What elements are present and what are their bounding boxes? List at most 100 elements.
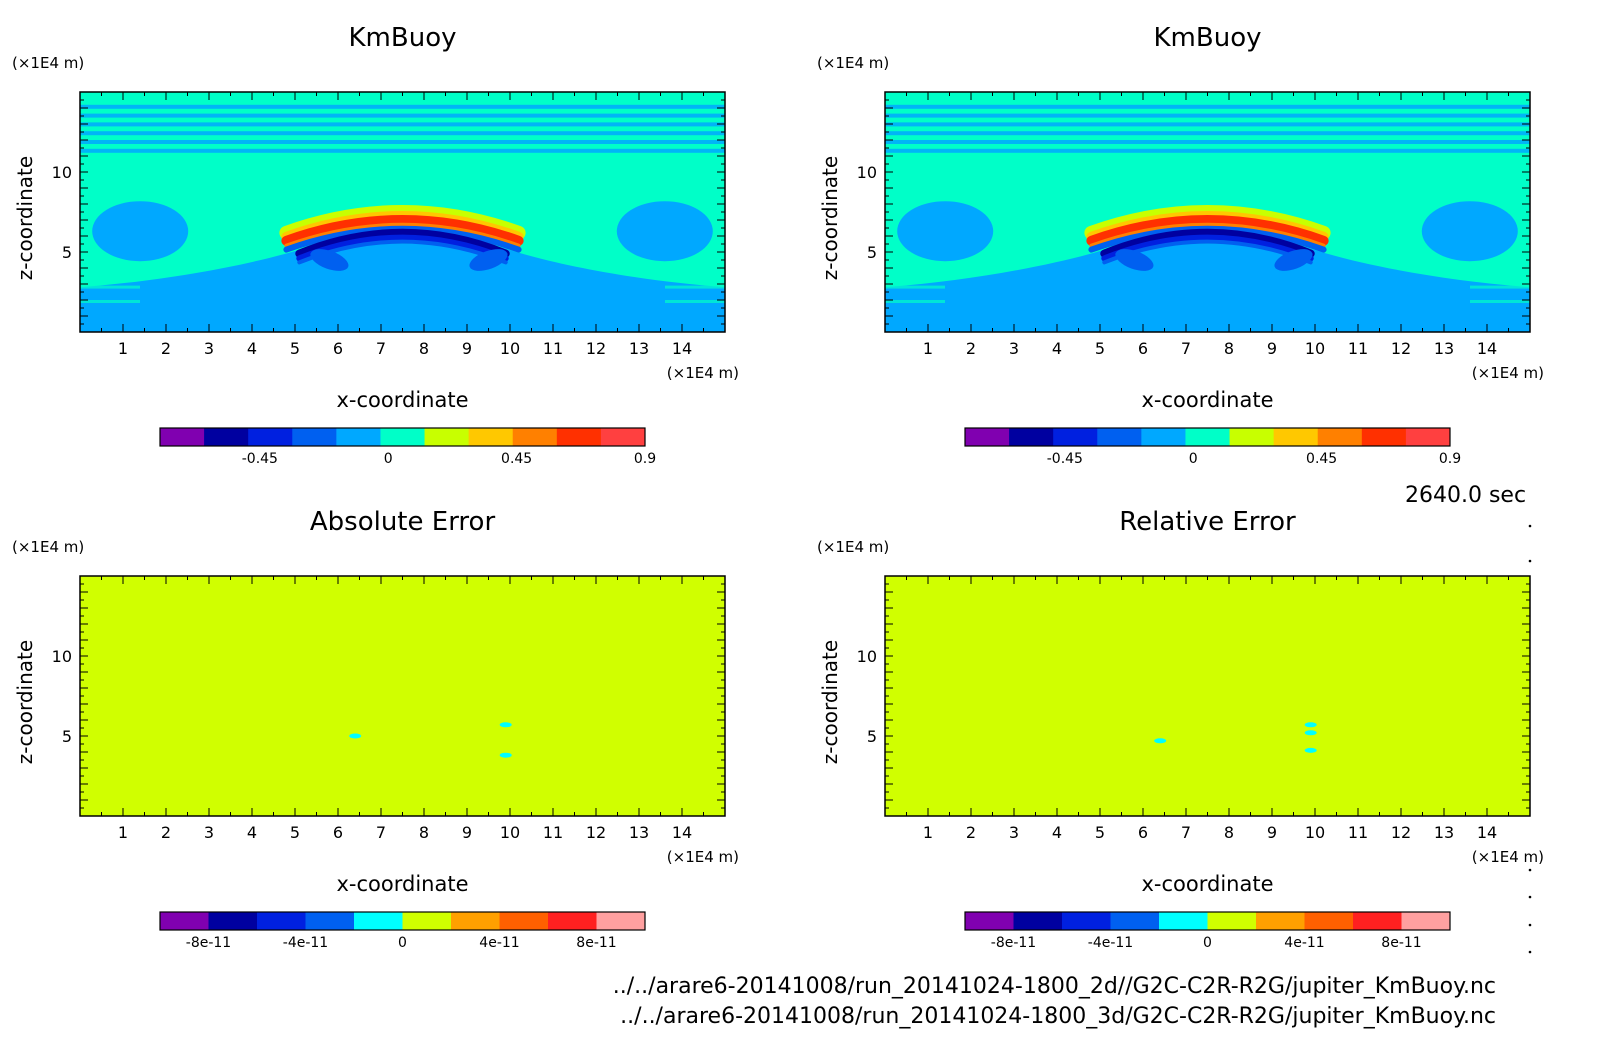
colorbar-frame [159,911,646,931]
time-label: 2640.0 sec [1405,483,1527,508]
x-tick-label: 9 [462,339,472,358]
field-arc-band [1100,228,1315,258]
x-tick-label: 4 [247,823,257,842]
colorbar-swatch [1273,428,1319,446]
x-tick-label: 13 [1434,339,1454,358]
x-tick-label: 14 [1477,339,1497,358]
x-tick-label: 6 [1138,823,1148,842]
field-stripe [80,113,725,118]
field-stripe [80,104,725,109]
colorbar-swatch [1062,912,1111,930]
colorbar-frame [964,911,1451,931]
colorbar-tick-label: 0.45 [1306,451,1337,467]
x-tick-label: 8 [1224,339,1234,358]
x-tick-label: 6 [333,823,343,842]
colorbar-swatch [1053,428,1098,446]
colorbar-tick-label: 0.9 [1439,451,1461,467]
x-axis-label: x-coordinate [336,388,468,412]
x-tick-label: 12 [1391,339,1411,358]
x-tick-label: 6 [1138,339,1148,358]
x-tick-label: 9 [1267,339,1277,358]
x-tick-label: 8 [419,823,429,842]
x-tick-label: 10 [500,339,520,358]
y-axis-label: z-coordinate [13,640,37,764]
colorbar-swatch [548,912,597,930]
colorbar-swatch [208,912,258,930]
colorbar-swatch [451,912,500,930]
x-tick-label: 11 [1348,339,1368,358]
colorbar-swatch [1013,912,1063,930]
colorbar-tick-label: -8e-11 [991,935,1036,951]
colorbar-swatch [600,428,646,446]
colorbar-swatch [257,912,306,930]
field-blob-left [310,249,349,271]
field-blob-left [1115,249,1154,271]
colorbar-swatch [965,428,1010,446]
field-lower-region [80,243,725,332]
x-tick-label: 7 [376,339,386,358]
colorbar-swatch [305,912,355,930]
y-unit-label: (×1E4 m) [817,538,889,556]
colorbar-tick-label: 0 [1203,935,1212,951]
colorbar-swatch [1401,912,1451,930]
x-tick-label: 7 [1181,339,1191,358]
x-tick-label: 1 [923,823,933,842]
colorbar-swatch [556,428,602,446]
colorbar-tick-label: 0 [1189,451,1198,467]
x-tick-label: 10 [1305,823,1325,842]
x-tick-label: 7 [1181,823,1191,842]
error-spot [1304,730,1317,736]
colorbar-tick-label: -8e-11 [186,935,231,951]
colorbar-swatch [965,912,1014,930]
x-axis-label: x-coordinate [336,872,468,896]
field-stripe [80,140,725,144]
x-tick-label: 13 [629,339,649,358]
colorbar-swatch [1207,912,1257,930]
x-tick-label: 1 [118,823,128,842]
colorbar-tick-label: -0.45 [1047,451,1083,467]
x-tick-label: 11 [543,823,563,842]
field-stripe [665,300,725,303]
x-tick-label: 7 [376,823,386,842]
x-tick-label: 8 [419,339,429,358]
y-axis-label: z-coordinate [13,156,37,280]
y-tick-label: 5 [867,243,877,262]
colorbar-swatch [596,912,646,930]
edge-dot [1528,559,1532,563]
x-tick-label: 9 [462,823,472,842]
colorbar-frame [159,427,646,447]
error-spot [1304,747,1317,753]
colorbar-swatch [499,912,549,930]
x-tick-label: 1 [118,339,128,358]
x-unit-label: (×1E4 m) [667,848,739,866]
field-background [885,576,1530,816]
colorbar-tick-label: -4e-11 [283,935,328,951]
field-stripe [885,271,945,275]
field-stripe [665,285,725,289]
x-unit-label: (×1E4 m) [667,364,739,382]
y-tick-label: 5 [62,727,72,746]
colorbar-tick-label: 8e-11 [1381,935,1421,951]
x-tick-label: 10 [1305,339,1325,358]
x-tick-label: 1 [923,339,933,358]
field-arc-band [1089,222,1326,248]
x-tick-label: 14 [672,823,692,842]
x-tick-label: 11 [543,339,563,358]
x-tick-label: 3 [1009,823,1019,842]
field-side-lobe-left [92,201,189,262]
colorbar-swatch [336,428,381,446]
x-tick-label: 5 [1095,823,1105,842]
x-tick-label: 5 [1095,339,1105,358]
field-side-lobe-left [897,201,994,262]
error-spot [1304,722,1317,728]
x-tick-label: 4 [1052,823,1062,842]
x-axis-label: x-coordinate [1141,872,1273,896]
colorbar-swatch [1185,428,1231,446]
x-tick-label: 8 [1224,823,1234,842]
y-tick-label: 5 [867,727,877,746]
